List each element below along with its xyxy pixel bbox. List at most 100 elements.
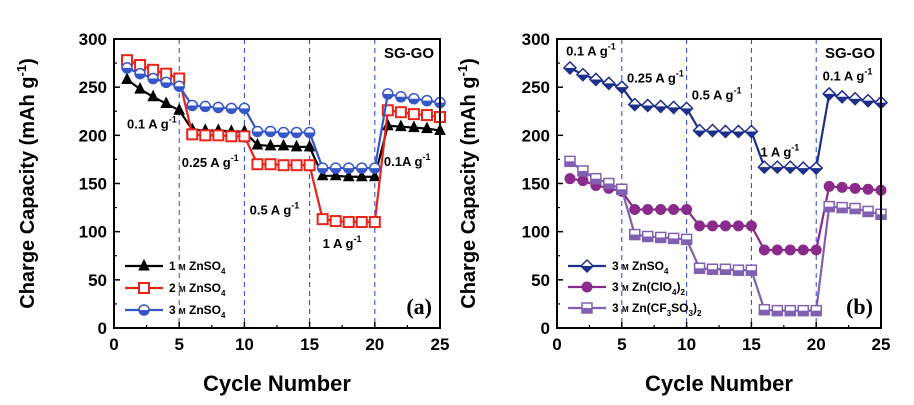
data-point — [822, 86, 837, 101]
data-point — [134, 67, 146, 80]
data-point — [238, 102, 251, 115]
data-point — [577, 165, 589, 177]
data-point — [705, 123, 720, 138]
data-point — [342, 162, 355, 174]
legend-label: 2 M ZnSO4 — [169, 281, 226, 298]
data-point — [147, 89, 159, 102]
data-point — [694, 220, 706, 232]
y-axis-label: Charge Capacity (mAh g-1) — [455, 58, 480, 309]
data-point — [186, 99, 198, 112]
data-point — [668, 204, 680, 216]
data-point — [381, 104, 394, 117]
legend: 1 M ZnSO4 2 M ZnSO4 3 M ZnSO4 — [125, 258, 226, 320]
data-point — [757, 160, 772, 175]
legend-marker — [138, 282, 150, 294]
data-point — [355, 169, 368, 182]
data-point — [368, 169, 381, 182]
y-tick-label: 300 — [79, 30, 107, 49]
data-point — [356, 162, 368, 174]
legend-marker — [581, 281, 593, 293]
x-tick-label: 15 — [742, 335, 761, 354]
data-point — [342, 216, 355, 229]
data-point — [588, 72, 603, 87]
x-tick-label: 10 — [677, 335, 696, 354]
data-point — [823, 180, 835, 192]
data-point — [394, 106, 407, 119]
data-point — [680, 233, 693, 246]
y-tick-label: 250 — [522, 78, 550, 97]
legend: 3 M ZnSO4 3 M Zn(ClO4)2 3 M Zn(CF3SO3)2 — [568, 258, 702, 318]
data-point — [655, 204, 667, 216]
data-point — [860, 93, 876, 108]
data-point — [277, 138, 290, 151]
data-point — [160, 96, 172, 109]
data-point — [666, 100, 681, 115]
current-density-annotation: 1 A g-1 — [760, 143, 799, 160]
data-point — [783, 160, 798, 175]
data-point — [758, 303, 771, 316]
data-point — [173, 80, 185, 92]
data-point — [616, 183, 628, 196]
data-point — [681, 204, 693, 216]
y-axis-label: Charge Capacity (mAh g-1) — [14, 58, 39, 309]
legend-entry-3: 3 M Zn(CF3SO3)2 — [568, 301, 702, 318]
data-point — [862, 183, 874, 195]
y-tick-label: 200 — [522, 126, 550, 145]
data-point — [251, 125, 264, 138]
current-density-annotation: 0.25 A g-1 — [627, 68, 684, 85]
data-point — [784, 244, 796, 256]
data-point — [134, 81, 146, 94]
data-point — [796, 161, 811, 176]
x-tick-label: 25 — [872, 335, 891, 354]
current-density-annotation: 1 A g-1 — [323, 234, 362, 251]
data-point — [575, 67, 590, 82]
legend-label: 3 M Zn(CF3SO3)2 — [612, 301, 702, 318]
data-point — [212, 129, 225, 142]
panel-label: (a) — [406, 294, 432, 319]
panel-label: (b) — [846, 294, 873, 319]
data-point — [342, 169, 355, 182]
data-point — [731, 124, 746, 139]
chart-panel-b: 0 50 100 150 200 250 300 0 5 10 15 20 25 Cycle Number… — [455, 30, 890, 396]
data-point — [212, 101, 225, 114]
legend-label: 3 M ZnSO4 — [169, 303, 226, 320]
series-1 — [562, 60, 889, 176]
x-tick-label: 5 — [617, 335, 626, 354]
data-point — [329, 168, 342, 181]
x-tick-label: 25 — [431, 335, 450, 354]
data-point — [420, 109, 433, 122]
y-tick-label: 150 — [522, 175, 550, 194]
data-point — [408, 92, 420, 105]
data-point — [836, 201, 848, 214]
legend-entry-1: 1 M ZnSO4 — [125, 258, 226, 276]
data-point — [173, 103, 186, 115]
data-point — [290, 126, 303, 139]
data-point — [421, 94, 433, 107]
legend-entry-1: 3 M ZnSO4 — [568, 258, 669, 276]
material-label: SG-GO — [384, 45, 434, 62]
current-density-annotation: 0.5 A g-1 — [692, 86, 742, 103]
current-density-annotation: 0.1A g-1 — [384, 152, 431, 169]
y-tick-label: 50 — [531, 271, 550, 290]
x-tick-label: 5 — [174, 335, 183, 354]
legend-marker — [581, 302, 593, 314]
data-point — [303, 126, 316, 139]
data-point — [771, 244, 783, 256]
data-point — [562, 60, 578, 75]
data-point — [264, 158, 277, 171]
data-point — [809, 161, 824, 176]
data-point — [199, 129, 212, 142]
data-point — [745, 220, 757, 232]
data-point — [316, 162, 329, 174]
data-point — [395, 91, 407, 103]
data-point — [290, 159, 303, 172]
x-axis-label: Cycle Number — [645, 371, 793, 396]
x-tick-label: 10 — [235, 335, 254, 354]
legend-label: 3 M ZnSO4 — [612, 259, 669, 276]
data-point — [564, 155, 576, 168]
data-point — [577, 175, 589, 187]
y-tick-label: 100 — [79, 223, 107, 242]
data-point — [238, 130, 251, 143]
data-point — [629, 228, 641, 241]
